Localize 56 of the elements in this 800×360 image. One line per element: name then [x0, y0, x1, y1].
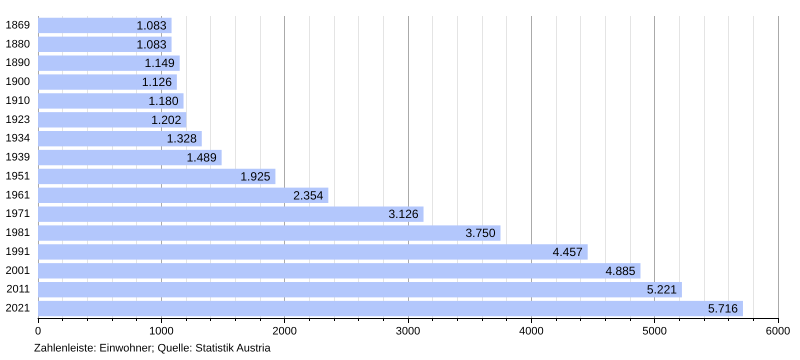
bar: [38, 300, 743, 316]
data-label: 5.716: [708, 302, 738, 316]
y-tick-label: 1991: [6, 246, 30, 258]
y-tick-label: 1939: [6, 152, 30, 164]
y-tick-label: 1961: [6, 189, 30, 202]
bar: [38, 206, 424, 222]
bar: [38, 282, 682, 298]
y-tick-label: 1890: [6, 57, 30, 70]
bar: [38, 93, 184, 109]
y-tick-label: 1869: [6, 19, 30, 32]
data-label: 3.126: [388, 207, 419, 222]
data-label: 1.083: [136, 37, 167, 52]
x-tick-label: 3000: [396, 326, 420, 338]
bar: [38, 188, 328, 204]
bar: [38, 55, 180, 71]
y-tick-label: 1981: [6, 227, 30, 240]
data-label: 1.202: [151, 112, 182, 127]
y-tick-label: 1951: [6, 170, 30, 182]
bar: [38, 244, 588, 260]
x-tick-label: 1000: [149, 326, 174, 338]
x-tick-label: 2000: [272, 326, 297, 338]
data-label: 1.180: [148, 94, 179, 108]
y-tick-label: 1910: [6, 94, 30, 107]
data-label: 1.925: [240, 169, 271, 184]
data-label: 1.126: [142, 75, 172, 90]
bar: [38, 112, 186, 128]
y-tick-label: 1971: [6, 208, 30, 220]
data-label: 3.750: [465, 226, 496, 240]
data-label: 4.885: [605, 264, 636, 278]
bar: [38, 168, 276, 184]
x-tick-label: 4000: [519, 326, 544, 338]
y-tick-label: 1880: [6, 38, 30, 50]
data-label: 2.354: [293, 188, 324, 202]
data-label: 1.149: [144, 56, 176, 70]
bar: [38, 150, 222, 166]
data-label: 1.083: [136, 18, 167, 32]
bar: [38, 36, 172, 52]
bar: [38, 74, 177, 90]
text: Zahlenleiste: Einwohner; Quelle: Statistik Austria: [34, 342, 272, 354]
x-tick-label: 0: [34, 326, 42, 338]
y-tick-label: 2021: [6, 302, 30, 315]
bar: [38, 225, 500, 241]
data-label: 4.457: [552, 244, 584, 259]
y-tick-label: 1900: [6, 76, 30, 88]
x-tick-label: 5000: [642, 326, 667, 338]
y-tick-label: 2001: [6, 264, 30, 277]
bar: [38, 130, 202, 146]
bar: [38, 263, 640, 279]
y-tick-label: 2011: [6, 284, 30, 296]
data-label: 5.221: [646, 282, 678, 297]
data-label: 1.489: [186, 150, 217, 165]
y-tick-label: 1923: [6, 114, 30, 126]
data-label: 1.328: [166, 132, 198, 146]
bar: [38, 18, 172, 34]
x-tick-label: 6000: [766, 326, 790, 338]
y-tick-label: 1934: [6, 132, 30, 145]
